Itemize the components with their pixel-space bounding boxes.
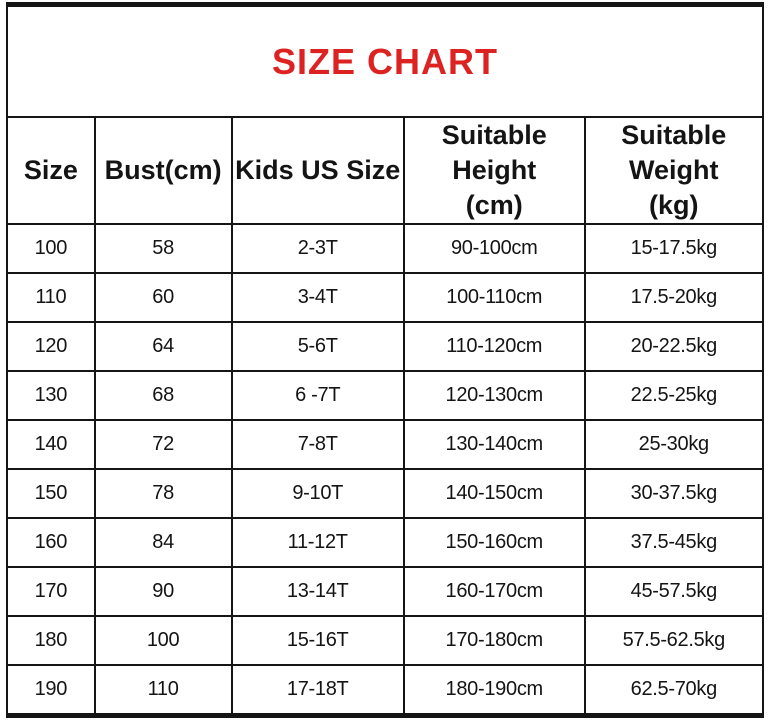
table-row: 190 110 17-18T 180-190cm 62.5-70kg — [6, 664, 765, 717]
header-kids-us-size: Kids US Size — [230, 115, 405, 226]
cell-kids-us-size: 11-12T — [230, 517, 405, 569]
cell-size: 130 — [6, 370, 96, 422]
cell-kids-us-size: 15-16T — [230, 615, 405, 667]
cell-suitable-weight: 25-30kg — [583, 419, 765, 471]
cell-bust: 110 — [93, 664, 233, 717]
cell-suitable-height: 130-140cm — [402, 419, 586, 471]
cell-size: 110 — [6, 272, 96, 324]
cell-suitable-height: 90-100cm — [402, 223, 586, 275]
table-row: 140 72 7-8T 130-140cm 25-30kg — [6, 419, 765, 471]
table-row: 110 60 3-4T 100-110cm 17.5-20kg — [6, 272, 765, 324]
cell-size: 120 — [6, 321, 96, 373]
table-row: 120 64 5-6T 110-120cm 20-22.5kg — [6, 321, 765, 373]
table-row: 180 100 15-16T 170-180cm 57.5-62.5kg — [6, 615, 765, 667]
cell-size: 180 — [6, 615, 96, 667]
cell-suitable-weight: 22.5-25kg — [583, 370, 765, 422]
cell-kids-us-size: 7-8T — [230, 419, 405, 471]
cell-bust: 90 — [93, 566, 233, 618]
cell-kids-us-size: 6 -7T — [230, 370, 405, 422]
cell-suitable-height: 140-150cm — [402, 468, 586, 520]
cell-suitable-weight: 15-17.5kg — [583, 223, 765, 275]
cell-bust: 84 — [93, 517, 233, 569]
cell-bust: 78 — [93, 468, 233, 520]
size-chart-sheet: SIZE CHART Size Bust(cm) Kids US Size Su… — [6, 2, 765, 719]
table-row: 100 58 2-3T 90-100cm 15-17.5kg — [6, 223, 765, 275]
cell-suitable-weight: 45-57.5kg — [583, 566, 765, 618]
size-chart-title: SIZE CHART — [272, 40, 498, 82]
header-suitable-weight: Suitable Weight (kg) — [583, 115, 765, 226]
cell-bust: 64 — [93, 321, 233, 373]
cell-suitable-weight: 62.5-70kg — [583, 664, 765, 717]
cell-suitable-weight: 17.5-20kg — [583, 272, 765, 324]
table-row: 130 68 6 -7T 120-130cm 22.5-25kg — [6, 370, 765, 422]
header-row: Size Bust(cm) Kids US Size Suitable Heig… — [6, 115, 765, 226]
cell-suitable-height: 180-190cm — [402, 664, 586, 717]
cell-suitable-height: 150-160cm — [402, 517, 586, 569]
size-table-body: 100 58 2-3T 90-100cm 15-17.5kg 110 60 3-4T 100-1… — [6, 223, 765, 717]
cell-suitable-height: 170-180cm — [402, 615, 586, 667]
cell-bust: 60 — [93, 272, 233, 324]
cell-kids-us-size: 5-6T — [230, 321, 405, 373]
cell-bust: 58 — [93, 223, 233, 275]
cell-bust: 72 — [93, 419, 233, 471]
cell-size: 150 — [6, 468, 96, 520]
size-chart-table: Size Bust(cm) Kids US Size Suitable Heig… — [6, 115, 765, 719]
table-row: 160 84 11-12T 150-160cm 37.5-45kg — [6, 517, 765, 569]
cell-size: 140 — [6, 419, 96, 471]
cell-suitable-height: 120-130cm — [402, 370, 586, 422]
size-chart-title-box: SIZE CHART — [6, 2, 764, 116]
cell-kids-us-size: 3-4T — [230, 272, 405, 324]
size-table-header: Size Bust(cm) Kids US Size Suitable Heig… — [6, 115, 765, 226]
cell-suitable-weight: 30-37.5kg — [583, 468, 765, 520]
table-row: 170 90 13-14T 160-170cm 45-57.5kg — [6, 566, 765, 618]
header-size: Size — [6, 115, 96, 226]
cell-suitable-height: 110-120cm — [402, 321, 586, 373]
cell-suitable-height: 100-110cm — [402, 272, 586, 324]
cell-size: 190 — [6, 664, 96, 717]
table-row: 150 78 9-10T 140-150cm 30-37.5kg — [6, 468, 765, 520]
cell-size: 100 — [6, 223, 96, 275]
cell-bust: 68 — [93, 370, 233, 422]
cell-kids-us-size: 13-14T — [230, 566, 405, 618]
cell-kids-us-size: 9-10T — [230, 468, 405, 520]
cell-kids-us-size: 17-18T — [230, 664, 405, 717]
cell-size: 170 — [6, 566, 96, 618]
cell-suitable-weight: 57.5-62.5kg — [583, 615, 765, 667]
header-suitable-height: Suitable Height (cm) — [402, 115, 586, 226]
cell-suitable-weight: 20-22.5kg — [583, 321, 765, 373]
cell-bust: 100 — [93, 615, 233, 667]
cell-suitable-weight: 37.5-45kg — [583, 517, 765, 569]
cell-kids-us-size: 2-3T — [230, 223, 405, 275]
cell-suitable-height: 160-170cm — [402, 566, 586, 618]
header-bust: Bust(cm) — [93, 115, 233, 226]
cell-size: 160 — [6, 517, 96, 569]
